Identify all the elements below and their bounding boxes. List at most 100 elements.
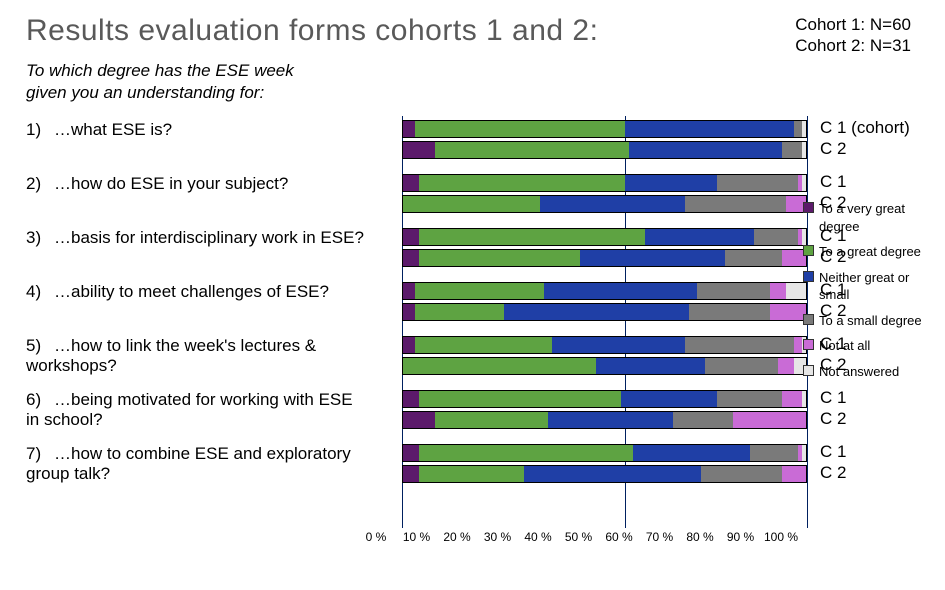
segment-neither bbox=[548, 412, 673, 428]
legend-item: Neither great or small bbox=[803, 269, 931, 304]
legend-item: Not answered bbox=[803, 363, 931, 381]
segment-not_at_all bbox=[782, 466, 806, 482]
segment-very_great bbox=[403, 412, 435, 428]
cohort-label-1: C 1 bbox=[820, 442, 846, 462]
segment-very_great bbox=[403, 175, 419, 191]
stacked-bar-c2 bbox=[402, 411, 807, 429]
question-label: 7)…how to combine ESE and exploratory gr… bbox=[26, 444, 368, 484]
axis-tick: 80 % bbox=[686, 530, 713, 544]
segment-very_great bbox=[403, 229, 419, 245]
stacked-bar-c2 bbox=[402, 303, 807, 321]
bar-pair bbox=[402, 228, 807, 267]
chart-area: 1)…what ESE is?C 1 (cohort)C 2 2)…how do … bbox=[26, 118, 919, 486]
stacked-bar-c1 bbox=[402, 228, 807, 246]
axis-tick: 30 % bbox=[484, 530, 511, 544]
stacked-bar-c1 bbox=[402, 282, 807, 300]
legend-label: Not at all bbox=[819, 337, 931, 355]
legend-label: Neither great or small bbox=[819, 269, 931, 304]
segment-very_great bbox=[403, 445, 419, 461]
bar-pair bbox=[402, 282, 807, 321]
stacked-bar-c1 bbox=[402, 336, 807, 354]
segment-small bbox=[685, 196, 786, 212]
segment-na bbox=[802, 121, 806, 137]
question-row: 2)…how do ESE in your subject?C 1C 2 bbox=[26, 172, 919, 216]
segment-great bbox=[419, 175, 625, 191]
axis-tick: 20 % bbox=[443, 530, 470, 544]
stacked-bar-c2 bbox=[402, 465, 807, 483]
stacked-bar-c1 bbox=[402, 390, 807, 408]
segment-not_at_all bbox=[782, 391, 802, 407]
segment-small bbox=[794, 121, 802, 137]
subtitle-line2: given you an understanding for: bbox=[26, 82, 919, 104]
legend-swatch bbox=[803, 365, 814, 376]
bar-pair bbox=[402, 120, 807, 159]
segment-small bbox=[705, 358, 778, 374]
segment-neither bbox=[596, 358, 705, 374]
segment-not_at_all bbox=[770, 304, 806, 320]
segment-great bbox=[415, 304, 504, 320]
question-row: 5)…how to link the week's lectures & wor… bbox=[26, 334, 919, 378]
question-label: 2)…how do ESE in your subject? bbox=[26, 174, 368, 194]
cohort2-n: Cohort 2: N=31 bbox=[795, 35, 911, 56]
cohort-label-1: C 1 (cohort) bbox=[820, 118, 910, 138]
legend-label: To a great degree bbox=[819, 243, 931, 261]
stacked-bar-c1 bbox=[402, 120, 807, 138]
segment-very_great bbox=[403, 304, 415, 320]
segment-very_great bbox=[403, 283, 415, 299]
axis-tick: 40 % bbox=[524, 530, 551, 544]
axis-tick: 0 % bbox=[366, 530, 387, 544]
subtitle: To which degree has the ESE week given y… bbox=[26, 60, 919, 104]
cohort-label-2: C 2 bbox=[820, 409, 846, 429]
segment-great bbox=[419, 391, 621, 407]
segment-na bbox=[802, 391, 806, 407]
segment-not_at_all bbox=[778, 358, 794, 374]
segment-great bbox=[403, 196, 540, 212]
segment-neither bbox=[625, 121, 794, 137]
legend-swatch bbox=[803, 202, 814, 213]
bar-pair bbox=[402, 390, 807, 429]
segment-small bbox=[782, 142, 802, 158]
cohort-label-1: C 1 bbox=[820, 388, 846, 408]
x-axis: 0 %10 %20 %30 %40 %50 %60 %70 %80 %90 %1… bbox=[376, 530, 781, 546]
segment-small bbox=[717, 391, 781, 407]
segment-great bbox=[435, 412, 548, 428]
segment-small bbox=[689, 304, 770, 320]
segment-small bbox=[750, 445, 798, 461]
segment-na bbox=[802, 142, 806, 158]
segment-great bbox=[415, 283, 544, 299]
axis-tick: 100 % bbox=[764, 530, 798, 544]
segment-neither bbox=[580, 250, 725, 266]
legend-label: To a very great degree bbox=[819, 200, 931, 235]
segment-small bbox=[701, 466, 782, 482]
segment-neither bbox=[625, 175, 718, 191]
question-label: 4)…ability to meet challenges of ESE? bbox=[26, 282, 368, 302]
cohort-label-2: C 2 bbox=[820, 463, 846, 483]
segment-neither bbox=[629, 142, 782, 158]
cohort-label-1: C 1 bbox=[820, 172, 846, 192]
segment-very_great bbox=[403, 391, 419, 407]
bar-pair bbox=[402, 444, 807, 483]
cohort1-n: Cohort 1: N=60 bbox=[795, 14, 911, 35]
segment-na bbox=[802, 445, 806, 461]
segment-very_great bbox=[403, 250, 419, 266]
segment-great bbox=[403, 358, 596, 374]
stacked-bar-c2 bbox=[402, 357, 807, 375]
page: Results evaluation forms cohorts 1 and 2… bbox=[0, 0, 945, 590]
segment-neither bbox=[621, 391, 718, 407]
axis-tick: 70 % bbox=[646, 530, 673, 544]
question-label: 6)…being motivated for working with ESE … bbox=[26, 390, 368, 430]
stacked-bar-c1 bbox=[402, 174, 807, 192]
subtitle-line1: To which degree has the ESE week bbox=[26, 60, 919, 82]
question-row: 1)…what ESE is?C 1 (cohort)C 2 bbox=[26, 118, 919, 162]
question-row: 7)…how to combine ESE and exploratory gr… bbox=[26, 442, 919, 486]
cohort-label-2: C 2 bbox=[820, 139, 846, 159]
segment-na bbox=[802, 175, 806, 191]
segment-small bbox=[725, 250, 781, 266]
segment-small bbox=[697, 283, 770, 299]
segment-great bbox=[415, 337, 552, 353]
question-label: 3)…basis for interdisciplinary work in E… bbox=[26, 228, 368, 248]
segment-great bbox=[435, 142, 628, 158]
legend-swatch bbox=[803, 339, 814, 350]
bar-pair bbox=[402, 174, 807, 213]
stacked-bar-c1 bbox=[402, 444, 807, 462]
